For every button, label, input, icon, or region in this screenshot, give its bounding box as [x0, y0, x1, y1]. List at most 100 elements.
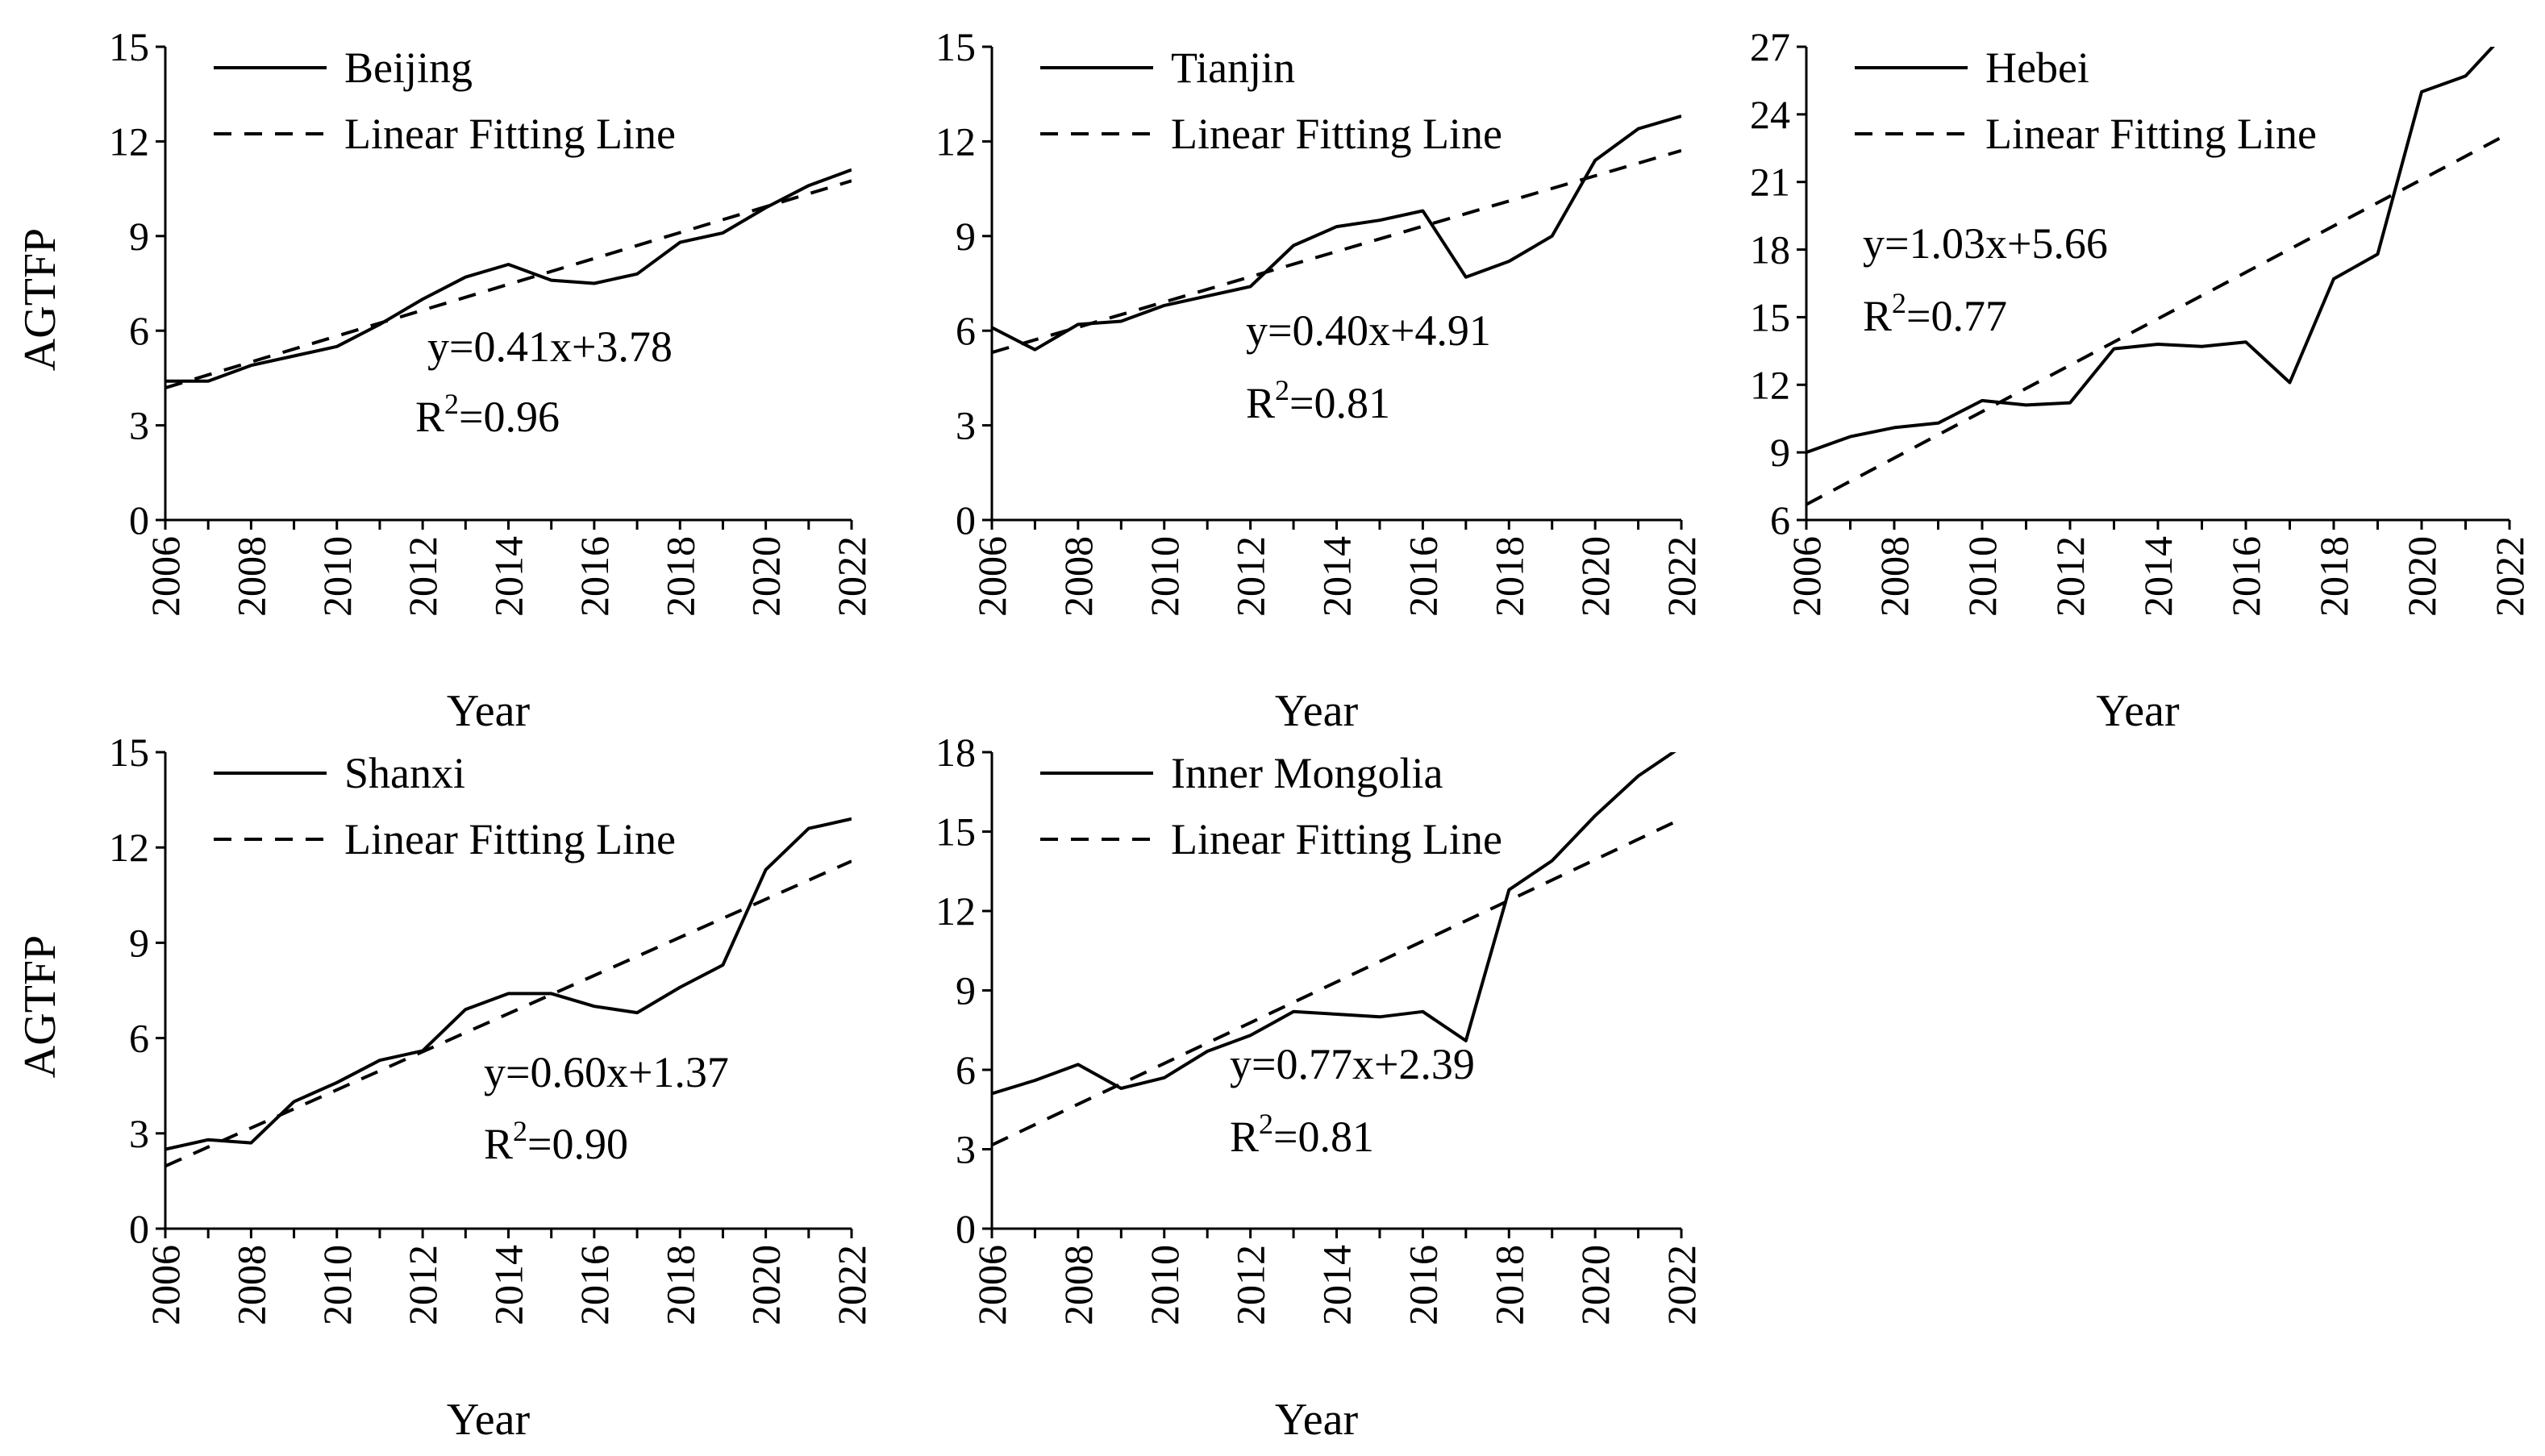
x-tick-label: 2008	[228, 1245, 273, 1325]
y-tick-label: 0	[129, 497, 149, 543]
x-tick-label: 2008	[228, 536, 273, 617]
y-tick-label: 15	[109, 730, 149, 775]
fit-r-squared: R2=0.96	[415, 388, 560, 441]
x-tick-label: 2022	[829, 1245, 874, 1325]
y-tick-label: 3	[129, 1111, 149, 1156]
y-axis-label: AGTFP	[15, 228, 65, 371]
linear-fitting-line	[165, 859, 852, 1168]
y-tick-label: 6	[129, 1016, 149, 1061]
series-line-beijing	[165, 168, 852, 383]
x-tick-label: 2016	[572, 536, 617, 617]
linear-fitting-line	[992, 148, 1681, 355]
fit-r-squared: R2=0.81	[1230, 1108, 1374, 1161]
x-tick-label: 2018	[657, 1245, 702, 1325]
x-tick-label: 2020	[1572, 1245, 1618, 1325]
y-tick-label: 3	[956, 1127, 976, 1172]
x-tick-label: 2010	[314, 536, 360, 617]
x-tick-label: 2014	[1314, 1245, 1360, 1325]
series-line-hebei	[1806, 47, 2495, 454]
y-tick-label: 3	[956, 403, 976, 448]
x-tick-label: 2014	[486, 536, 531, 617]
legend-label-series: Inner Mongolia	[1171, 749, 1443, 797]
x-axis-label: Year	[2096, 686, 2180, 736]
fit-r-squared: R2=0.77	[1863, 287, 2007, 340]
legend-label-series: Tianjin	[1171, 44, 1295, 92]
y-tick-label: 15	[1750, 294, 1790, 339]
y-axis-label: AGTFP	[15, 935, 65, 1078]
x-tick-label: 2022	[1659, 536, 1704, 617]
x-tick-label: 2010	[314, 1245, 360, 1325]
x-tick-label: 2006	[143, 536, 188, 617]
y-tick-label: 9	[1770, 430, 1790, 475]
legend-label-fit: Linear Fitting Line	[1171, 110, 1502, 158]
legend-label-fit: Linear Fitting Line	[1985, 110, 2317, 158]
y-tick-label: 9	[129, 920, 149, 965]
y-tick-label: 12	[1750, 362, 1790, 407]
x-tick-label: 2012	[1228, 1245, 1273, 1325]
x-tick-label: 2014	[1314, 536, 1360, 617]
y-tick-label: 6	[956, 308, 976, 353]
x-axis-label: Year	[447, 686, 531, 736]
linear-fitting-line	[165, 179, 852, 389]
series-line-shanxi	[165, 817, 852, 1151]
legend-label-fit: Linear Fitting Line	[344, 815, 676, 863]
y-tick-label: 15	[109, 24, 149, 69]
x-axis-label: Year	[1275, 686, 1359, 736]
x-tick-label: 2018	[2311, 536, 2356, 617]
x-tick-label: 2018	[657, 536, 702, 617]
x-tick-label: 2008	[1056, 536, 1101, 617]
panel-tianjin: 0 3 6 9 12 15 2006 2008 2010 2012 2014 2016 2018 2020…	[935, 24, 1704, 736]
panel-hebei: 6 9 12 15 18 21 24 27 2006 2008 2010 2012 2014 2016 20…	[1750, 24, 2532, 736]
x-tick-label: 2020	[744, 536, 789, 617]
x-tick-label: 2006	[969, 536, 1014, 617]
y-tick-label: 0	[129, 1206, 149, 1251]
x-tick-label: 2012	[400, 1245, 445, 1325]
x-tick-label: 2016	[1400, 536, 1445, 617]
y-tick-label: 9	[956, 214, 976, 259]
x-tick-label: 2010	[1142, 1245, 1187, 1325]
legend-label-series: Beijing	[344, 44, 473, 92]
fit-equation: y=1.03x+5.66	[1863, 219, 2108, 268]
x-axis-label: Year	[1275, 1395, 1359, 1445]
panel-inner-mongolia: 0 3 6 9 12 15 18 2006 2008 2010 2012 2014 2016 2018 20…	[935, 730, 1704, 1445]
legend-label-series: Shanxi	[344, 749, 465, 797]
x-tick-label: 2014	[2135, 536, 2181, 617]
x-tick-label: 2020	[744, 1245, 789, 1325]
panel-beijing: 0 3 6 9 12 15 2006 2008 2010 2012 2014 2016 2018 2020…	[15, 24, 874, 736]
y-tick-label: 12	[935, 888, 976, 934]
x-tick-label: 2016	[572, 1245, 617, 1325]
series-line-inner-mongolia	[992, 752, 1677, 1096]
y-tick-label: 0	[956, 1206, 976, 1251]
legend-label-fit: Linear Fitting Line	[1171, 815, 1502, 863]
x-tick-label: 2018	[1486, 1245, 1531, 1325]
x-tick-label: 2006	[143, 1245, 188, 1325]
panel-shanxi: 0 3 6 9 12 15 2006 2008 2010 2012 2014 2016 2018 2020…	[15, 730, 874, 1445]
x-tick-label: 2022	[1659, 1245, 1704, 1325]
linear-fitting-line	[992, 817, 1681, 1147]
legend-label-series: Hebei	[1985, 44, 2089, 92]
legend-label-fit: Linear Fitting Line	[344, 110, 676, 158]
y-tick-label: 0	[956, 497, 976, 543]
y-tick-label: 3	[129, 403, 149, 448]
series-line-tianjin	[992, 114, 1681, 352]
y-tick-label: 6	[129, 308, 149, 353]
x-tick-label: 2008	[1872, 536, 1917, 617]
fit-equation: y=0.40x+4.91	[1246, 306, 1491, 355]
x-tick-label: 2020	[1572, 536, 1618, 617]
fit-r-squared: R2=0.81	[1246, 374, 1390, 427]
y-tick-label: 6	[1770, 497, 1790, 543]
y-tick-label: 24	[1750, 92, 1790, 137]
x-tick-label: 2012	[2047, 536, 2093, 617]
x-tick-label: 2018	[1486, 536, 1531, 617]
x-tick-label: 2016	[2223, 536, 2268, 617]
x-tick-label: 2010	[1142, 536, 1187, 617]
x-tick-label: 2012	[1228, 536, 1273, 617]
y-tick-label: 9	[129, 214, 149, 259]
y-tick-label: 6	[956, 1047, 976, 1092]
x-tick-label: 2012	[400, 536, 445, 617]
y-tick-label: 18	[1750, 227, 1790, 272]
x-tick-label: 2016	[1400, 1245, 1445, 1325]
y-tick-label: 18	[935, 730, 976, 775]
y-tick-label: 12	[109, 825, 149, 870]
